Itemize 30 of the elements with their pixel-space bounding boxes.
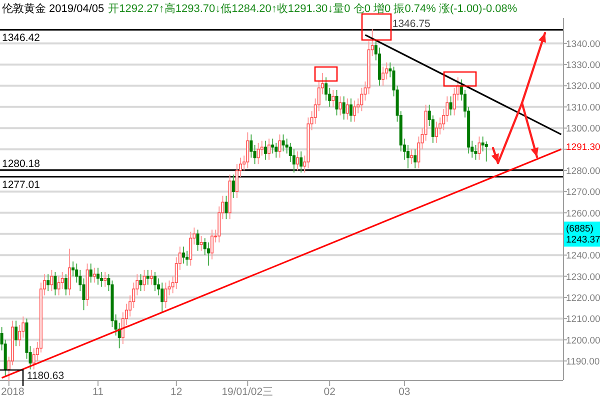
y-tick-label: 1260.00 — [566, 208, 600, 220]
y-tick-label: 1240.00 — [566, 250, 600, 262]
y-tick-label: 1340.00 — [566, 38, 600, 50]
y-tick-label: 1190.00 — [566, 356, 600, 368]
chart-subtitle: 开1292.27↑高1293.70↓低1284.20↑收1291.30↓量0 仓0 增0 振0.74% 涨(-1.00)-0.08% — [108, 2, 518, 15]
y-tick-label: 1310.00 — [566, 102, 600, 114]
ref-line-label: 1280.18 — [2, 158, 40, 170]
x-tick-label: 02 — [324, 386, 336, 398]
text: 1243.37 — [566, 234, 600, 246]
y-tick-label: 1300.00 — [566, 124, 600, 135]
text: (6885) — [566, 224, 594, 235]
y-tick-label: 1230.00 — [566, 272, 600, 283]
y-tick-label: 1210.00 — [566, 314, 600, 326]
x-tick-label: 2018 — [1, 386, 25, 398]
y-tick-label: 1330.00 — [566, 60, 600, 72]
y-tick-label: 1200.00 — [566, 335, 600, 346]
x-tick-label: 19/01/02三 — [222, 386, 274, 398]
x-tick-label: 12 — [170, 386, 182, 398]
annotation: 1180.63 — [26, 370, 64, 382]
text: 1291.30 — [566, 142, 600, 153]
y-tick-label: 1320.00 — [566, 81, 600, 92]
x-tick-label: 11 — [92, 386, 104, 398]
ref-line-label: 1346.42 — [2, 32, 40, 44]
y-tick-label: 1270.00 — [566, 187, 600, 198]
y-tick-label: 1220.00 — [566, 292, 600, 304]
annotation: 1346.75 — [392, 18, 430, 30]
ref-line-label: 1277.01 — [2, 178, 40, 191]
chart-title: 伦敦黄金 2019/04/05 — [2, 2, 104, 15]
y-tick-label: 1280.00 — [566, 166, 600, 177]
x-tick-label: 03 — [398, 386, 410, 398]
